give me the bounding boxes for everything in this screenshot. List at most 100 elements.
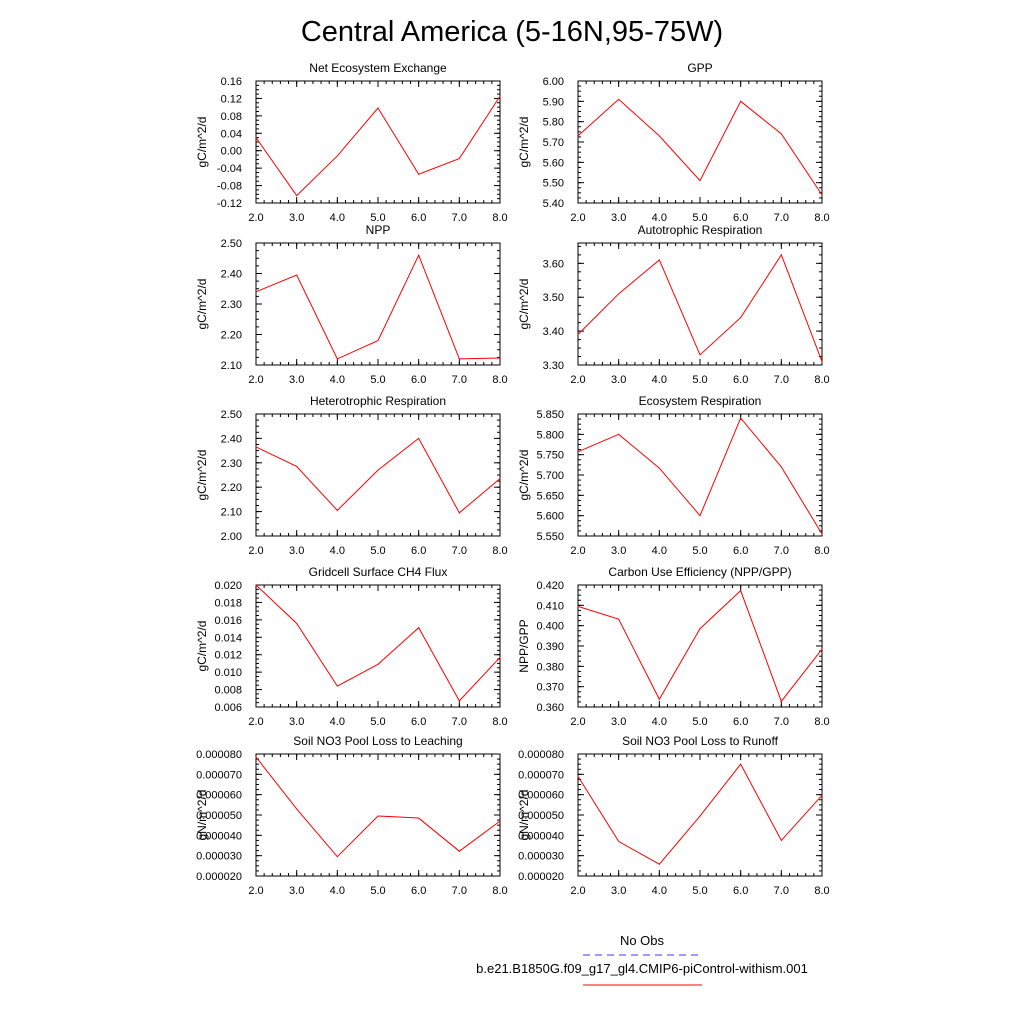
- x-tick-label: 3.0: [611, 716, 626, 728]
- y-tick-label: 5.850: [536, 409, 564, 421]
- x-tick-label: 3.0: [611, 212, 626, 224]
- data-point: [577, 605, 579, 607]
- data-point: [336, 155, 338, 157]
- legend-case-label: b.e21.B1850G.f09_g17_gl4.CMIP6-piControl…: [476, 961, 808, 976]
- y-tick-label: 0.016: [214, 615, 242, 627]
- x-tick-label: 3.0: [289, 885, 304, 897]
- data-point: [418, 254, 420, 256]
- y-tick-label: 0.390: [536, 641, 564, 653]
- x-tick-label: 2.0: [570, 885, 585, 897]
- data-point: [458, 850, 460, 852]
- data-point: [618, 293, 620, 295]
- x-tick-label: 8.0: [814, 716, 829, 728]
- y-axis-label: gC/m^2/d: [195, 279, 209, 330]
- x-tick-label: 8.0: [492, 212, 507, 224]
- plot-frame: [255, 584, 501, 708]
- y-tick-label: 2.20: [221, 330, 242, 342]
- y-tick-label: 2.10: [221, 507, 242, 519]
- y-tick-label: 0.00: [221, 146, 242, 158]
- data-point: [458, 158, 460, 160]
- page-title: Central America (5-16N,95-75W): [301, 16, 723, 48]
- y-tick-label: 3.50: [543, 292, 564, 304]
- y-tick-label: 2.30: [221, 299, 242, 311]
- y-tick-label: 0.04: [221, 128, 242, 140]
- x-tick-label: 4.0: [330, 545, 345, 557]
- chart-title: Soil NO3 Pool Loss to Runoff: [622, 734, 779, 748]
- x-tick-label: 6.0: [411, 545, 426, 557]
- x-tick-label: 3.0: [611, 374, 626, 386]
- data-point: [255, 756, 257, 758]
- y-tick-label: 6.00: [543, 76, 564, 88]
- y-tick-label: 0.12: [221, 93, 242, 105]
- data-point: [577, 775, 579, 777]
- series-line: [577, 589, 823, 703]
- chart-panel: Ecosystem Respiration gC/m^2/d 5.850 5.800 5…: [517, 394, 830, 557]
- y-tick-label: 0.380: [536, 661, 564, 673]
- series-line: [255, 437, 501, 514]
- x-tick-label: 6.0: [411, 885, 426, 897]
- y-tick-label: 2.20: [221, 482, 242, 494]
- y-tick-label: 0.020: [214, 580, 242, 592]
- x-tick-label: 8.0: [492, 374, 507, 386]
- plot-frame: [577, 80, 823, 204]
- series-line: [255, 584, 501, 702]
- x-tick-label: 7.0: [452, 212, 467, 224]
- y-axis-label: gC/m^2/d: [195, 621, 209, 672]
- data-point: [499, 95, 501, 97]
- plot-frame: [255, 80, 501, 204]
- x-tick-label: 2.0: [570, 212, 585, 224]
- data-point: [377, 469, 379, 471]
- x-tick-label: 4.0: [330, 716, 345, 728]
- data-point: [658, 698, 660, 700]
- y-tick-label: -0.08: [217, 181, 242, 193]
- series-line: [577, 763, 823, 865]
- x-tick-label: 4.0: [652, 716, 667, 728]
- x-tick-label: 3.0: [289, 545, 304, 557]
- x-tick-label: 5.0: [370, 212, 385, 224]
- y-tick-label: 2.10: [221, 360, 242, 372]
- y-tick-label: 0.16: [221, 76, 242, 88]
- x-tick-label: 4.0: [652, 545, 667, 557]
- data-point: [821, 533, 823, 535]
- y-tick-label: 0.000050: [196, 810, 242, 822]
- y-tick-label: 0.000030: [196, 851, 242, 863]
- data-point: [577, 135, 579, 137]
- data-point: [377, 340, 379, 342]
- x-tick-label: 7.0: [452, 374, 467, 386]
- data-point: [618, 433, 620, 435]
- chart-panel: Soil NO3 Pool Loss to LeachinggN/m^2/d0.…: [195, 734, 508, 897]
- y-tick-label: 5.50: [543, 178, 564, 190]
- data-point: [618, 840, 620, 842]
- x-tick-label: 2.0: [248, 885, 263, 897]
- x-tick-label: 5.0: [692, 212, 707, 224]
- y-axis-label: gN/m^2/d: [517, 790, 531, 841]
- y-tick-label: 0.000080: [196, 749, 242, 761]
- y-tick-label: 0.000050: [518, 810, 564, 822]
- x-tick-label: 8.0: [814, 374, 829, 386]
- y-tick-label: 5.650: [536, 490, 564, 502]
- data-point: [255, 291, 257, 293]
- y-tick-label: 5.800: [536, 429, 564, 441]
- x-tick-label: 7.0: [452, 716, 467, 728]
- x-tick-label: 6.0: [411, 212, 426, 224]
- x-tick-label: 7.0: [774, 212, 789, 224]
- x-tick-label: 2.0: [248, 545, 263, 557]
- chart-title: Heterotrophic Respiration: [310, 394, 446, 408]
- x-tick-label: 7.0: [774, 885, 789, 897]
- data-point: [618, 618, 620, 620]
- y-tick-label: 0.000060: [518, 790, 564, 802]
- x-tick-label: 7.0: [452, 885, 467, 897]
- chart-panel: NPP gC/m^2/d 2.50 2.40 2.30 2.20 2.10 2.0 3.0 4.0…: [195, 223, 508, 386]
- chart-title: Gridcell Surface CH4 Flux: [309, 565, 448, 579]
- data-point: [499, 656, 501, 658]
- data-point: [458, 700, 460, 702]
- y-tick-label: 0.000080: [518, 749, 564, 761]
- x-tick-label: 5.0: [370, 716, 385, 728]
- data-point: [377, 663, 379, 665]
- chart-panel: GPP gC/m^2/d 6.00 5.90 5.80 5.70 5.60 5.50 5.40 2…: [517, 61, 830, 224]
- x-tick-label: 4.0: [652, 374, 667, 386]
- x-tick-label: 6.0: [411, 374, 426, 386]
- x-tick-label: 3.0: [611, 885, 626, 897]
- y-tick-label: 0.360: [536, 702, 564, 714]
- x-tick-label: 8.0: [492, 885, 507, 897]
